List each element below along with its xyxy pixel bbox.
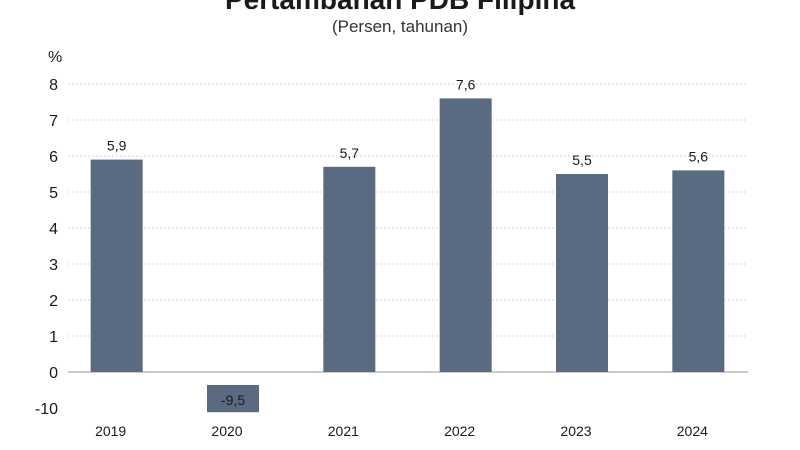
bar <box>672 170 725 372</box>
y-tick-label: 3 <box>49 257 58 274</box>
data-label: 5,7 <box>340 145 360 161</box>
bar <box>556 174 608 372</box>
x-tick-label: 2024 <box>677 423 708 439</box>
x-tick-label: 2021 <box>328 423 359 439</box>
y-tick-label: 4 <box>49 221 58 238</box>
x-tick-label: 2023 <box>560 423 591 439</box>
bar <box>323 166 376 372</box>
y-tick-label: 2 <box>49 293 58 310</box>
y-tick-label: 7 <box>49 113 58 130</box>
data-label: 5,6 <box>689 148 709 164</box>
data-label: -9,5 <box>221 392 245 408</box>
x-tick-label: 2019 <box>95 423 126 439</box>
bar <box>90 159 143 372</box>
bar <box>439 98 492 373</box>
y-tick-label: 8 <box>49 77 58 94</box>
y-tick-label: 6 <box>49 149 58 166</box>
chart-title: Pertambahan PDB Filipina <box>0 0 800 15</box>
data-label: 5,9 <box>107 138 127 154</box>
chart-subtitle: (Persen, tahunan) <box>331 17 469 36</box>
data-label: 7,6 <box>456 76 476 92</box>
bar <box>207 385 259 413</box>
y-tick-label: -10 <box>35 401 58 418</box>
x-tick-label: 2020 <box>211 423 242 439</box>
data-label: 5,5 <box>572 152 592 168</box>
y-tick-label: 1 <box>49 329 58 346</box>
y-axis-unit-label: % <box>48 49 62 66</box>
x-tick-label: 2022 <box>444 423 475 439</box>
y-tick-label: 0 <box>49 365 58 382</box>
y-tick-label: 5 <box>49 185 58 202</box>
